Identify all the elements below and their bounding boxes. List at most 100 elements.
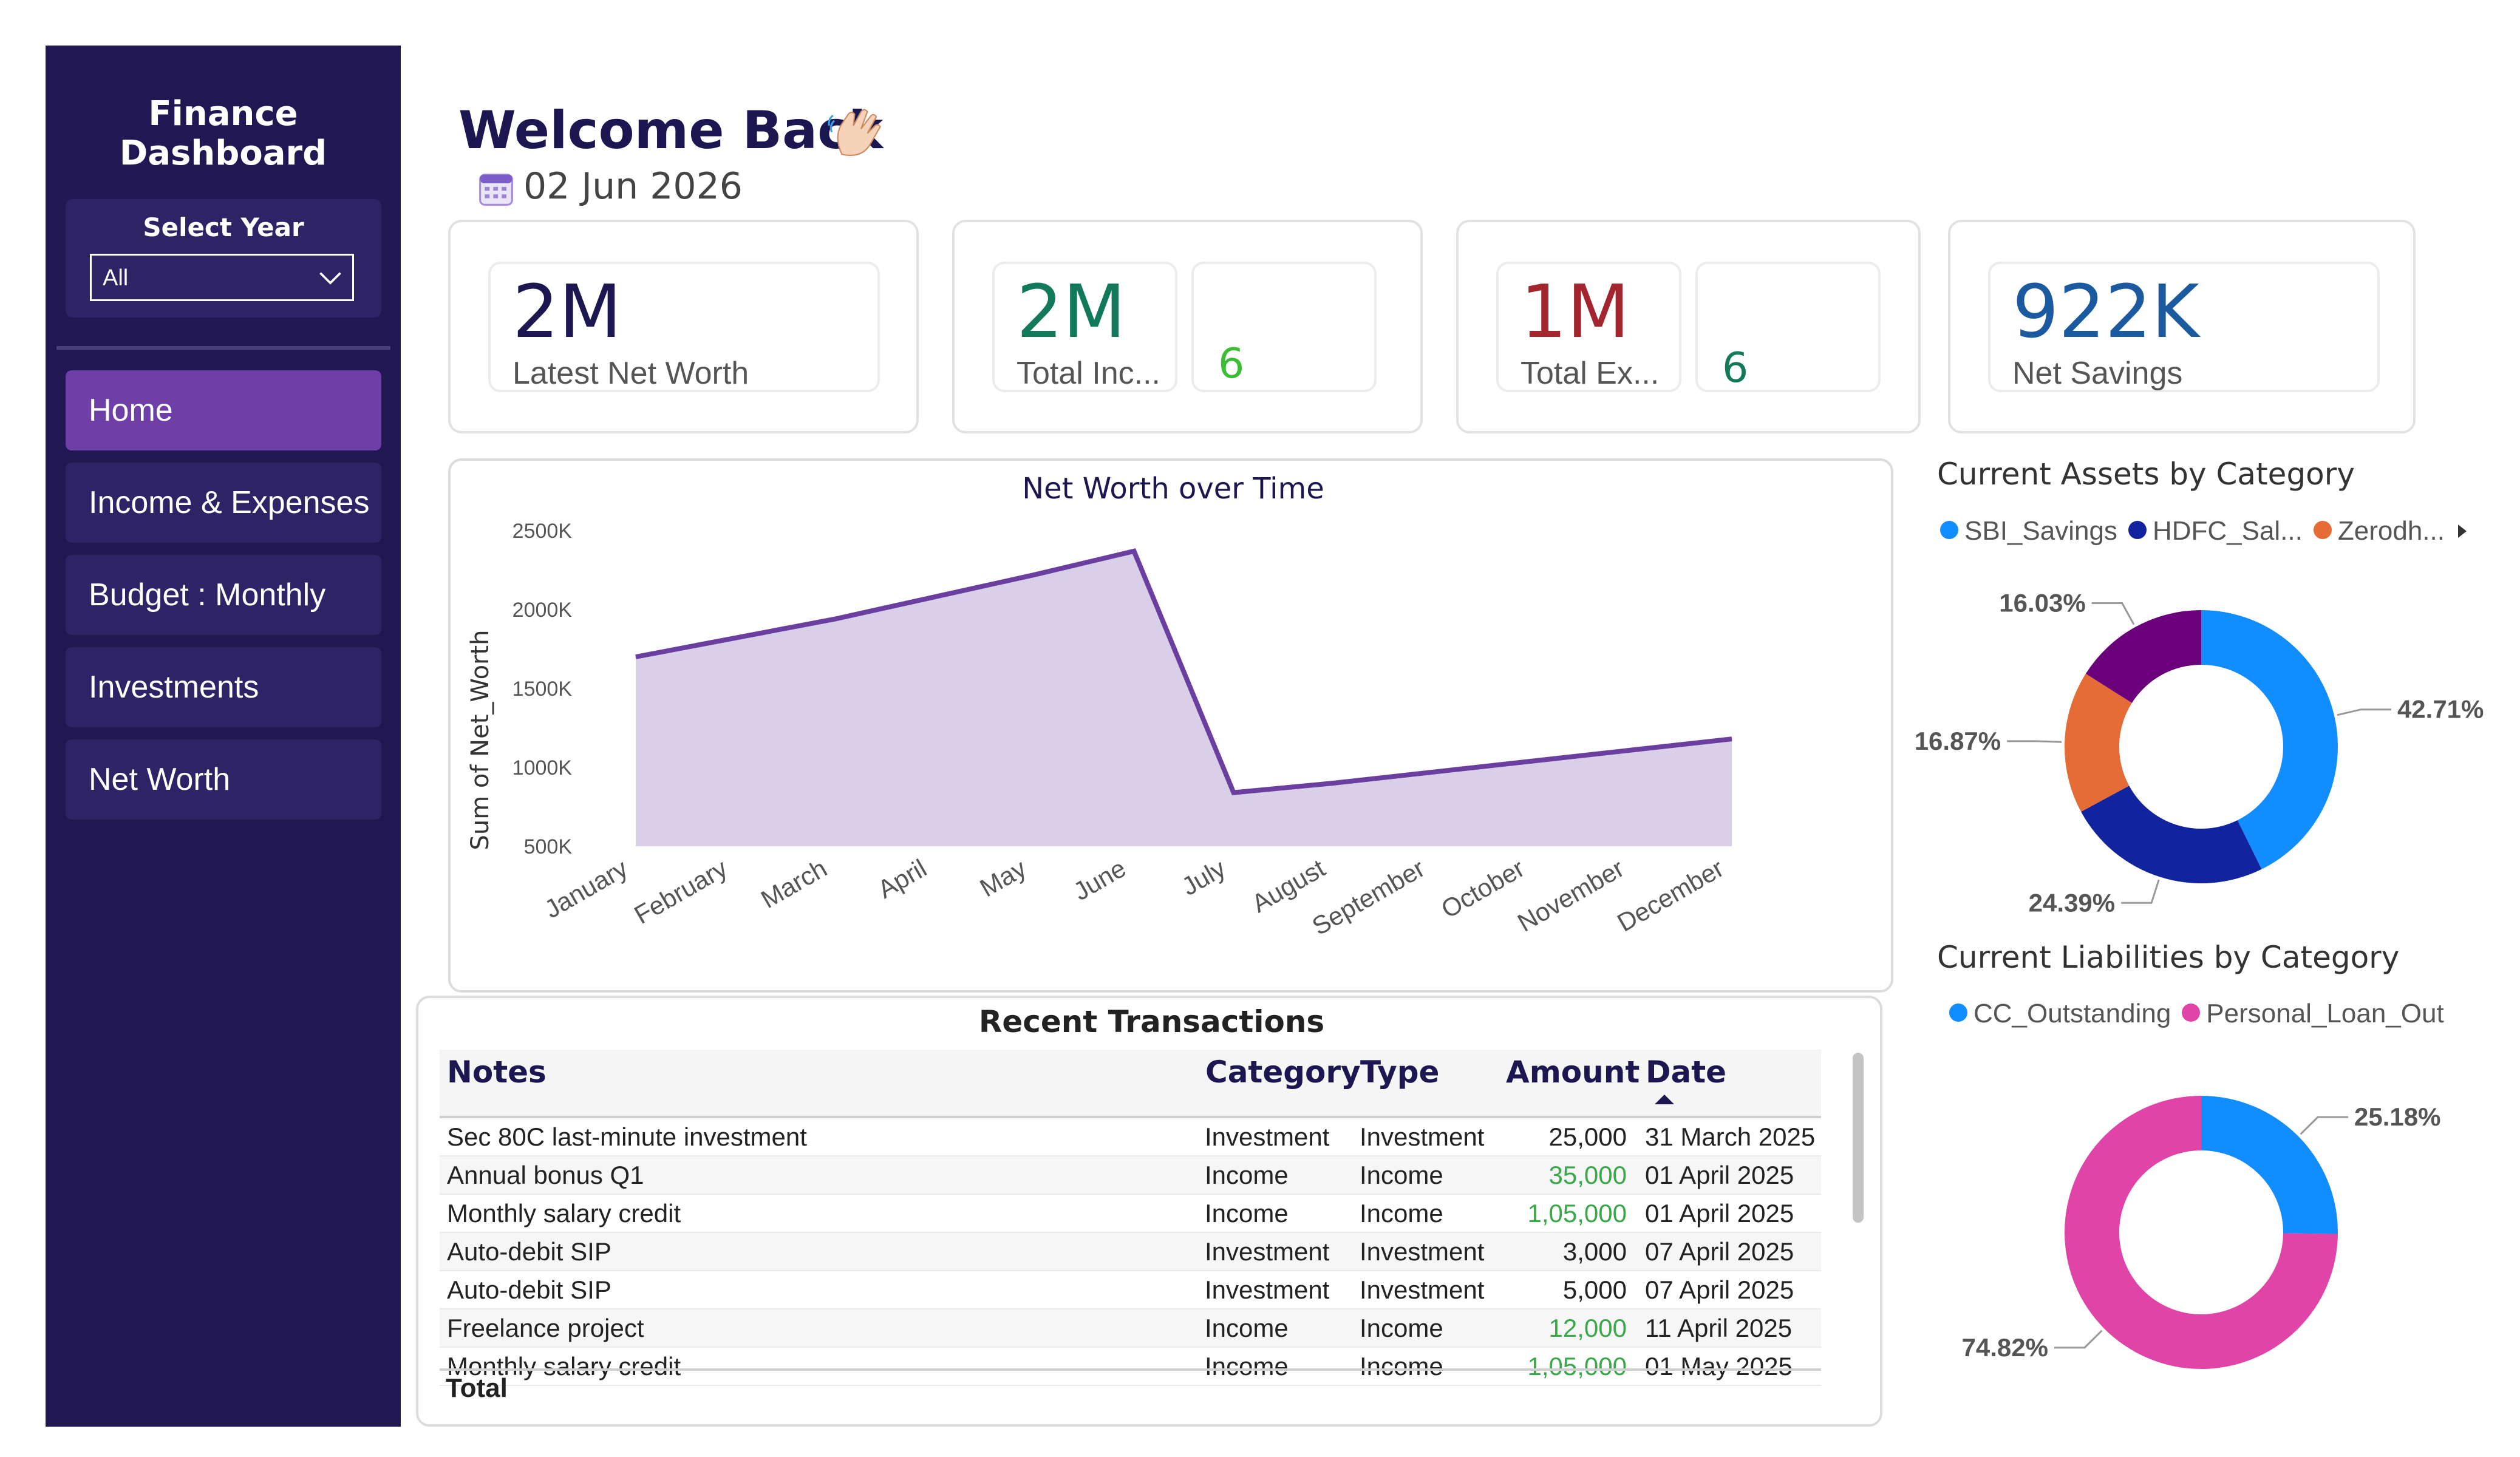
table-row[interactable]: Monthly salary credit Income Income 1,05,00…	[440, 1194, 1821, 1233]
x-tick-label: August	[1247, 854, 1330, 918]
cell-category: Investment	[1205, 1232, 1360, 1271]
donut-slice[interactable]	[2201, 1096, 2338, 1234]
kpi-label: Total Inc...	[1017, 356, 1160, 391]
chart-title: Net Worth over Time	[1022, 472, 1324, 506]
table-row[interactable]: Monthly salary credit Income Income 1,05,00…	[440, 1347, 1821, 1386]
cell-amount: 3,000	[1505, 1232, 1645, 1271]
nav-income-expenses[interactable]: Income & Expenses	[66, 463, 381, 543]
kpi-value: 2M	[1017, 270, 1126, 355]
legend-item[interactable]: CC_Outstanding	[1949, 999, 2171, 1028]
donut-slice[interactable]	[2081, 786, 2262, 883]
column-header-notes[interactable]: Notes	[440, 1050, 1205, 1118]
net-worth-chart-panel: Net Worth over Time Sum of Net_Worth 500…	[448, 458, 1893, 993]
kpi-count-tile: 6	[1695, 262, 1881, 392]
donut-slice[interactable]	[2201, 610, 2338, 869]
nav-home[interactable]: Home	[66, 370, 381, 450]
slice-percent-label: 24.39%	[2029, 888, 2115, 917]
donut-slice[interactable]	[2065, 673, 2132, 812]
legend-dot-icon	[1940, 521, 1958, 540]
sidebar-divider	[56, 346, 390, 350]
legend-item[interactable]: HDFC_Sal...	[2128, 516, 2303, 546]
kpi-card-savings: 922K Net Savings	[1948, 220, 2416, 433]
cell-category: Income	[1205, 1194, 1360, 1233]
x-tick-label: May	[975, 854, 1031, 902]
cell-type: Income	[1360, 1156, 1505, 1195]
legend-label: HDFC_Sal...	[2152, 516, 2303, 546]
slice-percent-label: 16.03%	[1999, 589, 2085, 617]
y-tick-label: 1500K	[513, 678, 573, 701]
donut-slice[interactable]	[2065, 1096, 2338, 1369]
donut-slice[interactable]	[2085, 610, 2201, 703]
kpi-value: 2M	[513, 270, 622, 355]
year-dropdown[interactable]: All	[90, 254, 354, 301]
slice-percent-label: 74.82%	[1962, 1333, 2048, 1362]
cell-notes: Annual bonus Q1	[440, 1156, 1205, 1195]
leader-line	[2007, 740, 2062, 743]
cell-amount: 35,000	[1505, 1156, 1645, 1195]
nav-budget-monthly[interactable]: Budget : Monthly	[66, 555, 381, 635]
legend-item[interactable]: Zerodh...	[2313, 516, 2445, 546]
cell-notes: Monthly salary credit	[440, 1194, 1205, 1233]
table-scrollbar[interactable]	[1853, 1053, 1864, 1223]
year-dropdown-value: All	[103, 265, 129, 291]
leader-line	[2054, 1330, 2103, 1349]
kpi-value: 922K	[2012, 270, 2199, 355]
cell-amount: 5,000	[1505, 1271, 1645, 1309]
kpi-tile: 1M Total Ex...	[1496, 262, 1681, 392]
x-tick-label: April	[873, 854, 931, 904]
x-tick-label: December	[1612, 854, 1728, 937]
legend-label: Zerodh...	[2337, 516, 2445, 546]
data-point[interactable]	[1233, 792, 1234, 793]
current-date: 02 Jun 2026	[523, 165, 743, 208]
cell-category: Income	[1205, 1347, 1360, 1386]
kpi-card-net-worth: 2M Latest Net Worth	[448, 220, 919, 433]
cell-amount: 1,05,000	[1505, 1194, 1645, 1233]
cell-type: Income	[1360, 1309, 1505, 1348]
recent-transactions-panel: Recent Transactions Notes Category Type …	[416, 996, 1882, 1427]
legend-next-arrow-icon[interactable]	[2453, 522, 2471, 540]
kpi-card-income: 2M Total Inc... 6	[952, 220, 1423, 433]
table-header-row: Notes Category Type Amount Date	[440, 1050, 1821, 1118]
x-tick-label: January	[540, 854, 633, 923]
kpi-value: 1M	[1521, 270, 1630, 355]
column-header-date[interactable]: Date	[1645, 1050, 1821, 1118]
x-tick-label: June	[1069, 854, 1131, 906]
kpi-tile: 2M Latest Net Worth	[488, 262, 880, 392]
table-row[interactable]: Freelance project Income Income 12,000 11 Ap…	[440, 1309, 1821, 1348]
y-tick-label: 2000K	[513, 599, 573, 622]
x-tick-label: February	[630, 854, 732, 929]
legend-item[interactable]: Personal_Loan_Out	[2182, 999, 2444, 1028]
table-row[interactable]: Sec 80C last-minute investment Investment…	[440, 1117, 1821, 1156]
data-point[interactable]	[1034, 574, 1035, 576]
table-row[interactable]: Auto-debit SIP Investment Investment 5,000 0…	[440, 1271, 1821, 1309]
cell-notes: Sec 80C last-minute investment	[440, 1117, 1205, 1156]
nav-investments[interactable]: Investments	[66, 647, 381, 727]
app-title: Finance Dashboard	[119, 94, 327, 173]
column-header-amount[interactable]: Amount	[1505, 1050, 1645, 1118]
table-row[interactable]: Auto-debit SIP Investment Investment 3,000 0…	[440, 1232, 1821, 1271]
cell-amount: 25,000	[1505, 1117, 1645, 1156]
legend-item[interactable]: SBI_Savings	[1940, 516, 2117, 546]
cell-category: Investment	[1205, 1117, 1360, 1156]
cell-type: Income	[1360, 1194, 1505, 1233]
column-header-category[interactable]: Category	[1205, 1050, 1361, 1118]
kpi-card-expense: 1M Total Ex... 6	[1456, 220, 1921, 433]
y-tick-label: 500K	[524, 835, 573, 858]
cell-type: Investment	[1360, 1232, 1505, 1271]
liabilities-legend: CC_Outstanding Personal_Loan_Out	[1949, 999, 2455, 1029]
kpi-tile: 922K Net Savings	[1988, 262, 2380, 392]
column-header-date-label: Date	[1646, 1055, 1727, 1090]
cell-category: Investment	[1205, 1271, 1360, 1309]
assets-legend: SBI_Savings HDFC_Sal... Zerodh...	[1940, 516, 2456, 546]
slice-percent-label: 16.87%	[1915, 727, 2001, 755]
table-row[interactable]: Annual bonus Q1 Income Income 35,000 01 Apri…	[440, 1156, 1821, 1195]
column-header-type[interactable]: Type	[1360, 1050, 1505, 1118]
data-point[interactable]	[735, 637, 736, 639]
cell-category: Income	[1205, 1309, 1360, 1348]
kpi-count: 6	[1722, 344, 1749, 392]
legend-label: SBI_Savings	[1964, 516, 2117, 546]
legend-label: Personal_Loan_Out	[2206, 999, 2444, 1028]
nav-net-worth[interactable]: Net Worth	[66, 739, 381, 820]
cell-amount: 1,05,000	[1505, 1347, 1645, 1386]
cell-notes: Auto-debit SIP	[440, 1232, 1205, 1271]
